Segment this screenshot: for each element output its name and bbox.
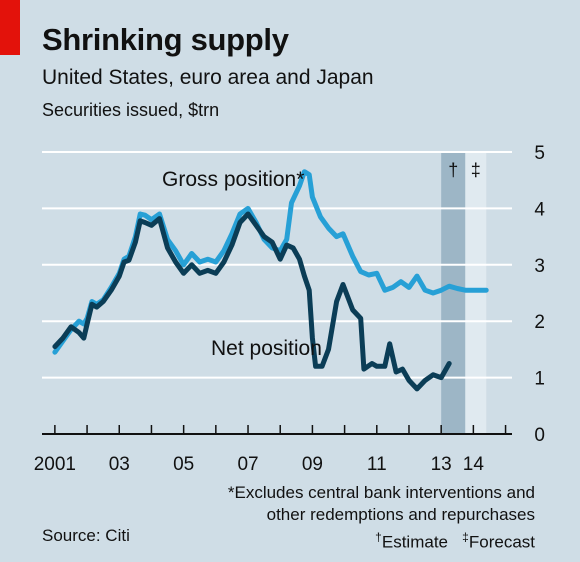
chart-title: Shrinking supply [42, 22, 289, 57]
footnote-excludes-1: *Excludes central bank interventions and [227, 483, 535, 502]
footnote-excludes-2: other redemptions and repurchases [266, 505, 535, 524]
forecast-label: Forecast [468, 532, 535, 552]
x-tick-label: 05 [173, 454, 194, 475]
gross-position-line [52, 169, 489, 355]
footnotes: *Excludes central bank interventions and… [228, 482, 535, 554]
y-tick-label: 3 [534, 256, 545, 277]
y-tick-label: 2 [534, 312, 545, 333]
gross-position-label: Gross position* [162, 168, 304, 191]
chart-subtitle: United States, euro area and Japan [42, 66, 374, 89]
x-tick-label: 09 [302, 454, 323, 475]
y-tick-label: 5 [534, 143, 545, 164]
shaded-period-label: ‡ [471, 160, 481, 180]
x-tick-label: 07 [237, 454, 258, 475]
y-tick-label: 1 [534, 369, 545, 390]
estimate-label: Estimate [381, 532, 448, 552]
shaded-period-estimate [441, 152, 466, 434]
net-position-line [52, 211, 452, 392]
shaded-period-forecast [465, 152, 487, 434]
forecast-mark: ‡ [462, 530, 469, 544]
x-tick-label: 11 [367, 454, 387, 475]
net-position-label: Net position [211, 337, 322, 360]
brand-accent-tab [0, 0, 20, 55]
x-tick-label: 03 [109, 454, 130, 475]
y-tick-label: 0 [534, 425, 545, 446]
shaded-period-label: † [448, 160, 458, 180]
footnote-legend: †Estimate ‡Forecast [228, 526, 535, 554]
y-tick-label: 4 [534, 199, 545, 220]
x-tick-label: 2001 [34, 454, 76, 475]
unit-label: Securities issued, $trn [42, 100, 220, 120]
x-tick-label: 13 [431, 454, 452, 475]
source-note: Source: Citi [42, 526, 130, 545]
estimate-mark: † [375, 530, 382, 544]
x-tick-label: 14 [463, 454, 485, 475]
